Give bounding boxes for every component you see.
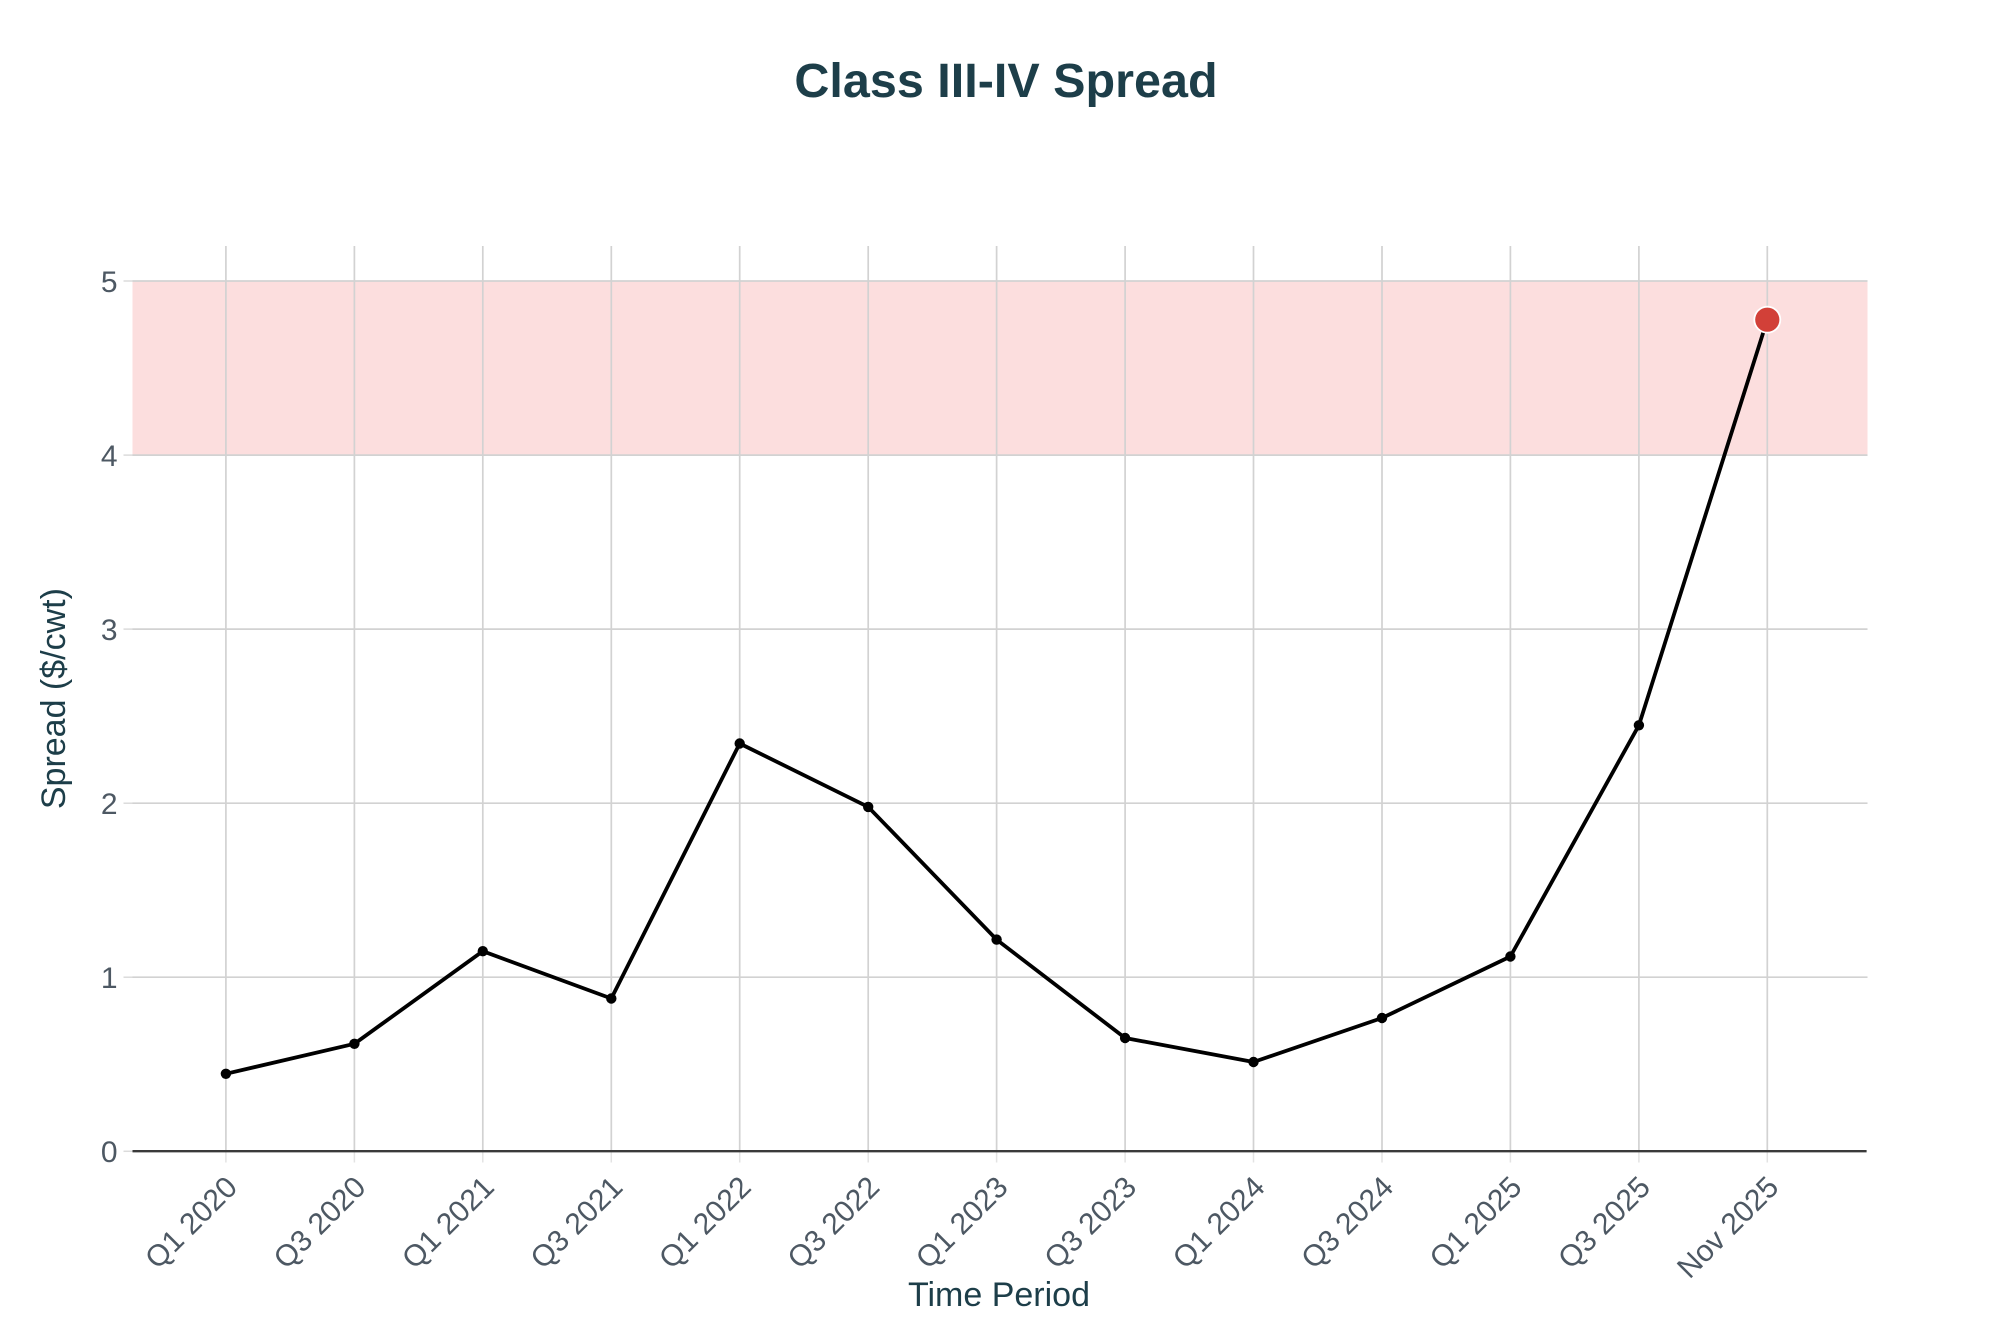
svg-text:Spread ($/cwt): Spread ($/cwt) xyxy=(35,588,73,809)
svg-text:2: 2 xyxy=(101,788,118,821)
svg-text:Class III-IV Spread: Class III-IV Spread xyxy=(794,54,1217,108)
svg-text:3: 3 xyxy=(101,614,118,647)
svg-text:0: 0 xyxy=(101,1136,118,1169)
svg-text:Time Period: Time Period xyxy=(908,1276,1090,1314)
svg-text:4: 4 xyxy=(101,440,118,473)
svg-text:5: 5 xyxy=(101,266,118,299)
svg-text:1: 1 xyxy=(101,962,118,995)
